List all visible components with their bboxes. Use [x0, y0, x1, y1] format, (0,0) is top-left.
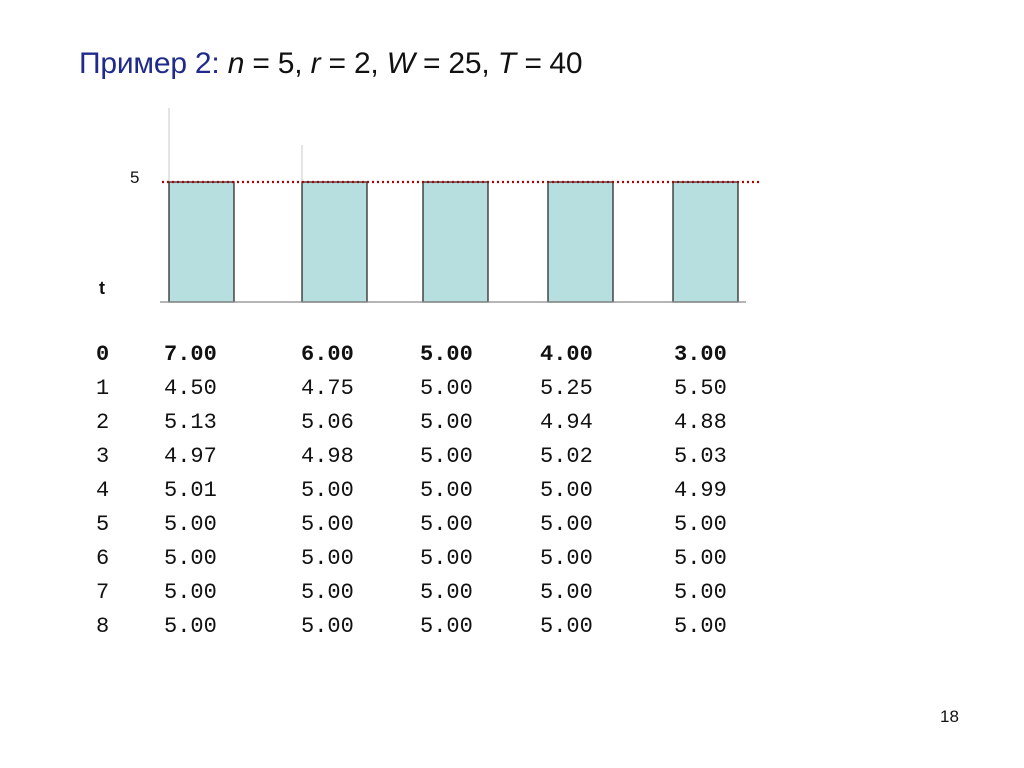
iteration-index: 4: [96, 474, 109, 508]
bars-layer: [169, 108, 738, 302]
table-cell: 5.01: [164, 474, 217, 508]
table-cell: 5.00: [164, 576, 217, 610]
bar-4: [548, 182, 613, 302]
table-cell: 5.00: [420, 338, 473, 372]
table-cell: 4.50: [164, 372, 217, 406]
iteration-index: 5: [96, 508, 109, 542]
table-cell: 5.00: [420, 610, 473, 644]
iteration-index: 7: [96, 576, 109, 610]
table-cell: 5.00: [420, 576, 473, 610]
table-cell: 7.00: [164, 338, 217, 372]
table-cell: 5.00: [420, 406, 473, 440]
table-cell: 5.00: [301, 542, 354, 576]
table-cell: 5.00: [674, 508, 727, 542]
table-cell: 5.00: [540, 542, 593, 576]
table-cell: 5.00: [540, 576, 593, 610]
table-cell: 5.00: [420, 542, 473, 576]
table-cell: 5.02: [540, 440, 593, 474]
iteration-index: 3: [96, 440, 109, 474]
table-cell: 4.99: [674, 474, 727, 508]
table-cell: 5.06: [301, 406, 354, 440]
iteration-index: 0: [96, 338, 109, 372]
table-cell: 5.00: [301, 576, 354, 610]
table-cell: 5.00: [420, 440, 473, 474]
table-cell: 4.88: [674, 406, 727, 440]
table-cell: 5.00: [301, 610, 354, 644]
table-cell: 5.00: [674, 576, 727, 610]
table-cell: 6.00: [301, 338, 354, 372]
table-cell: 3.00: [674, 338, 727, 372]
table-cell: 5.25: [540, 372, 593, 406]
table-cell: 5.00: [164, 508, 217, 542]
x-axis-label: t: [99, 278, 105, 299]
table-cell: 5.00: [540, 474, 593, 508]
iteration-index: 6: [96, 542, 109, 576]
bar-3: [423, 182, 488, 302]
table-cell: 5.13: [164, 406, 217, 440]
table-cell: 5.03: [674, 440, 727, 474]
table-cell: 5.00: [420, 508, 473, 542]
table-cell: 4.00: [540, 338, 593, 372]
bar-5: [673, 182, 738, 302]
table-cell: 5.00: [674, 610, 727, 644]
table-cell: 4.94: [540, 406, 593, 440]
table-cell: 5.00: [540, 508, 593, 542]
table-cell: 5.00: [301, 474, 354, 508]
table-cell: 5.00: [420, 474, 473, 508]
iteration-index: 1: [96, 372, 109, 406]
table-cell: 5.00: [420, 372, 473, 406]
iteration-index: 8: [96, 610, 109, 644]
page-number: 18: [940, 707, 959, 727]
table-cell: 5.00: [164, 542, 217, 576]
bar-1: [169, 182, 234, 302]
table-cell: 5.00: [164, 610, 217, 644]
y-tick-label: 5: [130, 168, 139, 188]
table-cell: 4.75: [301, 372, 354, 406]
table-cell: 5.00: [540, 610, 593, 644]
iteration-index: 2: [96, 406, 109, 440]
table-cell: 5.00: [301, 508, 354, 542]
bar-2: [302, 182, 367, 302]
table-cell: 5.50: [674, 372, 727, 406]
table-cell: 5.00: [674, 542, 727, 576]
table-cell: 4.98: [301, 440, 354, 474]
table-cell: 4.97: [164, 440, 217, 474]
